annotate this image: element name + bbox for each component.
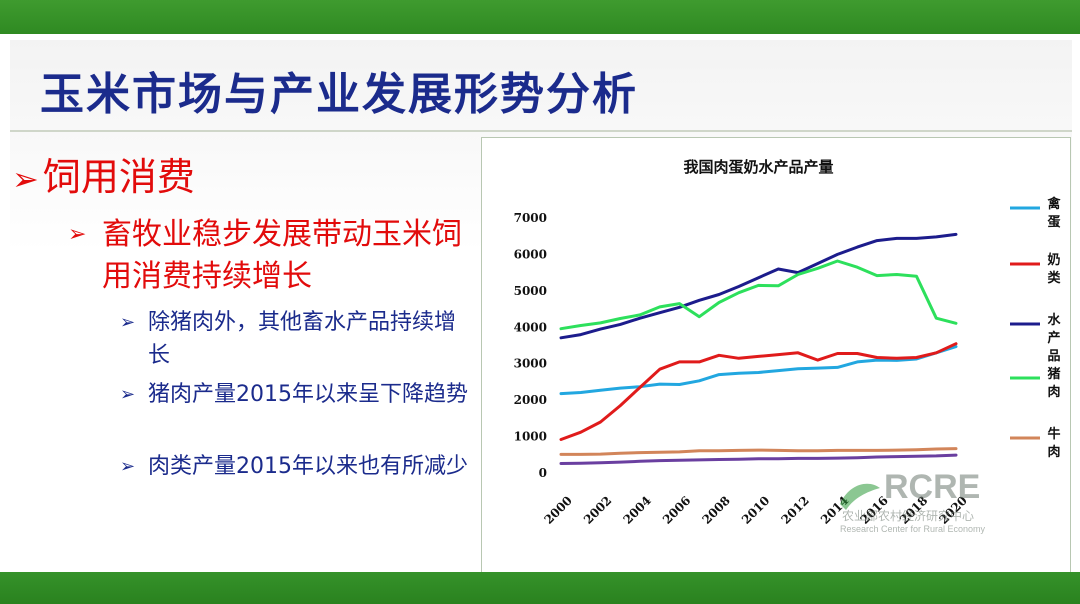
heading-text: 饲用消费: [42, 155, 195, 199]
series-line: [559, 345, 958, 396]
legend-label: 水: [1047, 312, 1061, 328]
y-tick-label: 3000: [514, 357, 547, 371]
heading-feed-consumption: ➢ 饲用消费: [12, 146, 195, 201]
legend-label: 禽: [1046, 196, 1061, 212]
legend-label: 产: [1047, 330, 1060, 346]
y-tick-label: 4000: [514, 320, 547, 334]
y-tick-label: 0: [539, 466, 547, 480]
bullet-text: 猪肉产量2015年以来呈下降趋势: [148, 382, 468, 407]
arrow-bullet-icon: ➢: [120, 312, 136, 333]
logo-text: RCRE: [884, 468, 980, 506]
leaf-icon: [840, 483, 880, 510]
legend-label: 蛋: [1047, 215, 1060, 230]
subheading-text: 畜牧业稳步发展带动玉米饲用消费持续增长: [102, 217, 462, 294]
bottom-green-band: [0, 572, 1080, 604]
arrow-bullet-icon: ➢: [120, 456, 136, 477]
bullet-item: ➢ 肉类产量2015年以来也有所减少: [120, 450, 470, 483]
org-name-cn: 农业部农村经济研究中心: [842, 508, 974, 523]
x-tick-label: 2002: [581, 493, 615, 527]
x-tick-label: 2006: [660, 493, 694, 527]
x-tick-label: 2008: [699, 493, 733, 527]
legend-label: 肉: [1047, 384, 1060, 400]
legend-label: 类: [1047, 270, 1061, 286]
series-line: [559, 447, 958, 456]
x-tick-label: 2012: [778, 493, 812, 527]
series-line: [559, 342, 958, 441]
org-name-en: Research Center for Rural Economy: [840, 524, 986, 534]
bullet-text: 除猪肉外，其他畜水产品持续增长: [148, 310, 457, 368]
x-tick-label: 2010: [739, 493, 773, 527]
legend-label: 猪: [1046, 366, 1060, 382]
bullet-item: ➢ 猪肉产量2015年以来呈下降趋势: [120, 378, 470, 411]
y-tick-label: 7000: [514, 211, 547, 225]
legend-label: 肉: [1047, 444, 1060, 460]
top-green-band: [0, 0, 1080, 34]
title-divider: [10, 130, 1072, 132]
x-tick-label: 2000: [541, 493, 575, 527]
slide-title: 玉米市场与产业发展形势分析: [40, 69, 638, 120]
arrow-bullet-icon: ➢: [12, 160, 39, 198]
arrow-bullet-icon: ➢: [68, 222, 87, 247]
series-line: [559, 259, 958, 331]
arrow-bullet-icon: ➢: [120, 384, 136, 405]
subheading-livestock: ➢ 畜牧业稳步发展带动玉米饲用消费持续增长: [68, 214, 468, 298]
bullet-text: 肉类产量2015年以来也有所减少: [148, 454, 468, 479]
y-tick-label: 2000: [514, 393, 547, 407]
legend-label: 奶: [1046, 252, 1060, 268]
y-tick-label: 5000: [514, 284, 547, 298]
y-tick-label: 6000: [514, 247, 547, 261]
x-tick-label: 2004: [620, 493, 654, 527]
production-line-chart: 我国肉蛋奶水产品产量 0 1000 2000 3000 4000 5000 6000 7000 2…: [514, 158, 1062, 527]
legend-label: 牛: [1047, 426, 1060, 442]
bullet-item: ➢ 除猪肉外，其他畜水产品持续增长: [120, 306, 470, 372]
legend-label: 品: [1047, 349, 1060, 364]
series-line: [559, 232, 958, 340]
series-line: [559, 453, 958, 465]
y-tick-label: 1000: [514, 430, 547, 444]
chart-title: 我国肉蛋奶水产品产量: [683, 158, 833, 176]
rcre-watermark-logo: RCRE 农业部农村经济研究中心 Research Center for Rur…: [840, 468, 986, 534]
chart-container: 我国肉蛋奶水产品产量 0 1000 2000 3000 4000 5000 6000 7000 2…: [481, 137, 1071, 590]
